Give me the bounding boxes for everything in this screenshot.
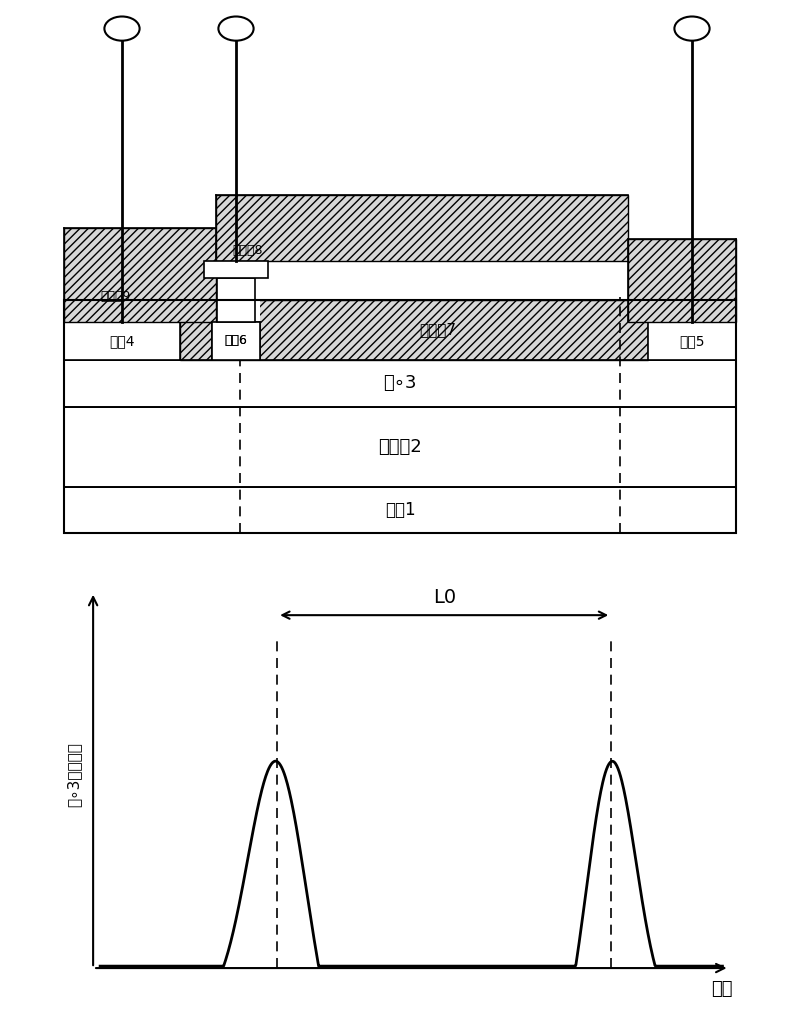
Bar <box>217 278 255 322</box>
Text: 钒化块7: 钒化块7 <box>419 323 457 337</box>
Bar <box>212 322 260 360</box>
Text: 过渡块2: 过渡块2 <box>378 438 422 456</box>
Bar <box>64 360 736 407</box>
Bar <box>628 239 736 322</box>
Text: 源朆4: 源朆4 <box>110 334 134 348</box>
Text: 漏朆5: 漏朆5 <box>679 334 705 348</box>
Bar <box>216 195 628 262</box>
Text: 册朆6: 册朆6 <box>225 334 247 347</box>
Bar <box>212 322 260 360</box>
Text: 册场朸8: 册场朸8 <box>232 243 262 257</box>
Bar <box>204 262 268 278</box>
Circle shape <box>218 16 254 41</box>
Bar <box>648 322 736 360</box>
Bar <box>180 299 648 360</box>
Bar <box>64 407 736 487</box>
Text: L0: L0 <box>433 588 456 608</box>
Bar <box>64 487 736 533</box>
Text: 势∘3中的电场: 势∘3中的电场 <box>66 742 81 806</box>
Text: 保护块9: 保护块9 <box>100 290 130 303</box>
Text: 位置: 位置 <box>711 979 733 998</box>
Circle shape <box>674 16 710 41</box>
Text: 衬块1: 衬块1 <box>385 501 415 519</box>
Bar <box>212 299 260 360</box>
Bar <box>64 322 180 360</box>
Text: 册朆6: 册朆6 <box>225 334 247 347</box>
Bar <box>64 228 216 322</box>
Bar <box>64 299 736 533</box>
Circle shape <box>104 16 139 41</box>
Text: 势∘3: 势∘3 <box>383 375 417 392</box>
